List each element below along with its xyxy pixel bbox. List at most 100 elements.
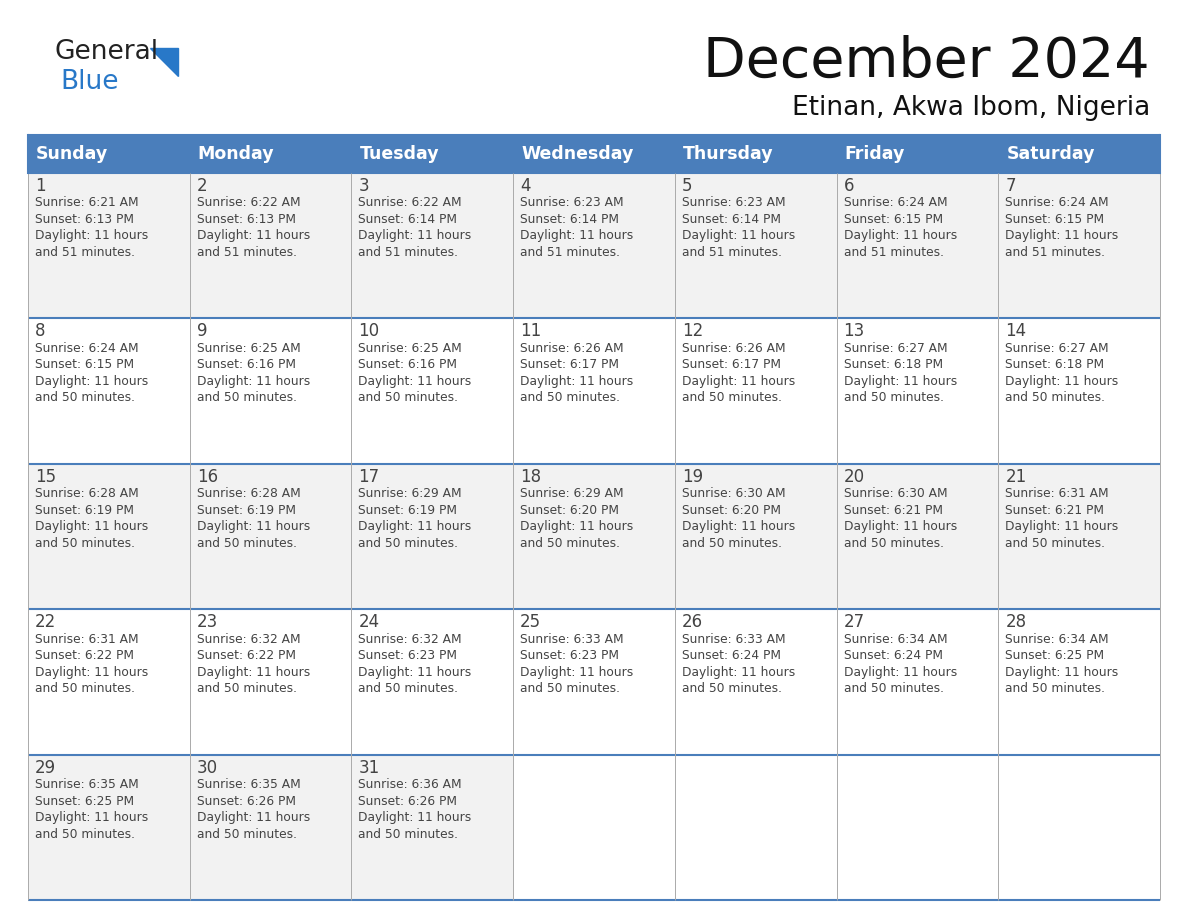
Text: Sunset: 6:26 PM: Sunset: 6:26 PM <box>359 795 457 808</box>
Text: Sunset: 6:22 PM: Sunset: 6:22 PM <box>34 649 134 662</box>
Text: and 50 minutes.: and 50 minutes. <box>682 682 782 695</box>
Text: 10: 10 <box>359 322 379 341</box>
Text: and 50 minutes.: and 50 minutes. <box>1005 682 1105 695</box>
Text: Sunrise: 6:36 AM: Sunrise: 6:36 AM <box>359 778 462 791</box>
Text: Sunrise: 6:24 AM: Sunrise: 6:24 AM <box>34 341 139 355</box>
Text: Sunrise: 6:23 AM: Sunrise: 6:23 AM <box>682 196 785 209</box>
Text: Sunset: 6:21 PM: Sunset: 6:21 PM <box>1005 504 1105 517</box>
Bar <box>29 135 1159 173</box>
Text: Daylight: 11 hours: Daylight: 11 hours <box>34 812 148 824</box>
Text: and 50 minutes.: and 50 minutes. <box>34 391 135 405</box>
Bar <box>29 610 1159 755</box>
Text: Sunrise: 6:32 AM: Sunrise: 6:32 AM <box>359 633 462 645</box>
Text: Sunset: 6:20 PM: Sunset: 6:20 PM <box>682 504 781 517</box>
Text: 16: 16 <box>197 468 217 486</box>
Text: Friday: Friday <box>845 145 905 163</box>
Text: Sunrise: 6:33 AM: Sunrise: 6:33 AM <box>682 633 785 645</box>
Text: General: General <box>55 39 159 65</box>
Text: Sunrise: 6:34 AM: Sunrise: 6:34 AM <box>1005 633 1108 645</box>
Text: 15: 15 <box>34 468 56 486</box>
Text: and 50 minutes.: and 50 minutes. <box>359 682 459 695</box>
Text: Blue: Blue <box>61 69 119 95</box>
Text: Sunset: 6:19 PM: Sunset: 6:19 PM <box>34 504 134 517</box>
Text: Daylight: 11 hours: Daylight: 11 hours <box>843 375 956 388</box>
Text: and 51 minutes.: and 51 minutes. <box>359 246 459 259</box>
Text: Sunset: 6:14 PM: Sunset: 6:14 PM <box>520 213 619 226</box>
Text: Daylight: 11 hours: Daylight: 11 hours <box>359 375 472 388</box>
Text: Daylight: 11 hours: Daylight: 11 hours <box>197 521 310 533</box>
Text: Sunset: 6:20 PM: Sunset: 6:20 PM <box>520 504 619 517</box>
Text: and 50 minutes.: and 50 minutes. <box>520 391 620 405</box>
Text: and 50 minutes.: and 50 minutes. <box>843 682 943 695</box>
Text: Sunset: 6:16 PM: Sunset: 6:16 PM <box>359 358 457 372</box>
Text: and 50 minutes.: and 50 minutes. <box>197 391 297 405</box>
Text: Sunset: 6:15 PM: Sunset: 6:15 PM <box>1005 213 1105 226</box>
Text: Sunrise: 6:32 AM: Sunrise: 6:32 AM <box>197 633 301 645</box>
Bar <box>29 464 1159 610</box>
Text: Daylight: 11 hours: Daylight: 11 hours <box>682 666 795 678</box>
Text: Sunset: 6:15 PM: Sunset: 6:15 PM <box>34 358 134 372</box>
Text: 29: 29 <box>34 758 56 777</box>
Bar <box>675 755 836 900</box>
Text: Daylight: 11 hours: Daylight: 11 hours <box>34 666 148 678</box>
Text: 20: 20 <box>843 468 865 486</box>
Text: Sunrise: 6:33 AM: Sunrise: 6:33 AM <box>520 633 624 645</box>
Text: Sunrise: 6:35 AM: Sunrise: 6:35 AM <box>197 778 301 791</box>
Text: and 51 minutes.: and 51 minutes. <box>1005 246 1105 259</box>
Text: and 50 minutes.: and 50 minutes. <box>843 537 943 550</box>
Text: Sunrise: 6:28 AM: Sunrise: 6:28 AM <box>34 487 139 500</box>
Text: 8: 8 <box>34 322 45 341</box>
Text: Daylight: 11 hours: Daylight: 11 hours <box>1005 521 1119 533</box>
Text: Daylight: 11 hours: Daylight: 11 hours <box>520 521 633 533</box>
Text: Daylight: 11 hours: Daylight: 11 hours <box>682 521 795 533</box>
Text: Daylight: 11 hours: Daylight: 11 hours <box>197 375 310 388</box>
Text: 30: 30 <box>197 758 217 777</box>
Text: Daylight: 11 hours: Daylight: 11 hours <box>197 666 310 678</box>
Text: Thursday: Thursday <box>683 145 773 163</box>
Text: Saturday: Saturday <box>1006 145 1095 163</box>
Text: Daylight: 11 hours: Daylight: 11 hours <box>359 230 472 242</box>
Text: 12: 12 <box>682 322 703 341</box>
Text: Sunrise: 6:23 AM: Sunrise: 6:23 AM <box>520 196 624 209</box>
Text: Sunrise: 6:26 AM: Sunrise: 6:26 AM <box>520 341 624 355</box>
Text: Daylight: 11 hours: Daylight: 11 hours <box>843 521 956 533</box>
Text: Sunrise: 6:28 AM: Sunrise: 6:28 AM <box>197 487 301 500</box>
Text: 31: 31 <box>359 758 380 777</box>
Text: Tuesday: Tuesday <box>360 145 440 163</box>
Text: Sunset: 6:19 PM: Sunset: 6:19 PM <box>359 504 457 517</box>
Text: Sunset: 6:17 PM: Sunset: 6:17 PM <box>520 358 619 372</box>
Text: and 50 minutes.: and 50 minutes. <box>682 537 782 550</box>
Text: Daylight: 11 hours: Daylight: 11 hours <box>682 230 795 242</box>
Text: Sunrise: 6:22 AM: Sunrise: 6:22 AM <box>197 196 301 209</box>
Text: 18: 18 <box>520 468 542 486</box>
Text: Sunset: 6:23 PM: Sunset: 6:23 PM <box>520 649 619 662</box>
Text: Sunrise: 6:27 AM: Sunrise: 6:27 AM <box>843 341 947 355</box>
Text: Daylight: 11 hours: Daylight: 11 hours <box>843 230 956 242</box>
Text: Sunrise: 6:29 AM: Sunrise: 6:29 AM <box>359 487 462 500</box>
Text: Sunset: 6:18 PM: Sunset: 6:18 PM <box>843 358 943 372</box>
Text: Sunset: 6:24 PM: Sunset: 6:24 PM <box>843 649 942 662</box>
Text: Daylight: 11 hours: Daylight: 11 hours <box>843 666 956 678</box>
Text: and 50 minutes.: and 50 minutes. <box>682 391 782 405</box>
Text: and 50 minutes.: and 50 minutes. <box>520 682 620 695</box>
Text: Sunset: 6:24 PM: Sunset: 6:24 PM <box>682 649 781 662</box>
Bar <box>29 173 1159 319</box>
Bar <box>29 319 1159 464</box>
Text: Sunset: 6:13 PM: Sunset: 6:13 PM <box>197 213 296 226</box>
Text: Sunrise: 6:21 AM: Sunrise: 6:21 AM <box>34 196 139 209</box>
Text: Sunset: 6:14 PM: Sunset: 6:14 PM <box>682 213 781 226</box>
Text: Daylight: 11 hours: Daylight: 11 hours <box>34 230 148 242</box>
Text: 13: 13 <box>843 322 865 341</box>
Text: Sunset: 6:13 PM: Sunset: 6:13 PM <box>34 213 134 226</box>
Text: 3: 3 <box>359 177 369 195</box>
Text: Sunrise: 6:24 AM: Sunrise: 6:24 AM <box>1005 196 1108 209</box>
Text: Sunset: 6:16 PM: Sunset: 6:16 PM <box>197 358 296 372</box>
Text: Etinan, Akwa Ibom, Nigeria: Etinan, Akwa Ibom, Nigeria <box>791 95 1150 121</box>
Text: and 50 minutes.: and 50 minutes. <box>359 391 459 405</box>
Text: 2: 2 <box>197 177 208 195</box>
Text: and 50 minutes.: and 50 minutes. <box>1005 537 1105 550</box>
Polygon shape <box>150 48 178 76</box>
Text: Sunrise: 6:31 AM: Sunrise: 6:31 AM <box>1005 487 1108 500</box>
Text: Sunrise: 6:30 AM: Sunrise: 6:30 AM <box>682 487 785 500</box>
Text: and 50 minutes.: and 50 minutes. <box>34 828 135 841</box>
